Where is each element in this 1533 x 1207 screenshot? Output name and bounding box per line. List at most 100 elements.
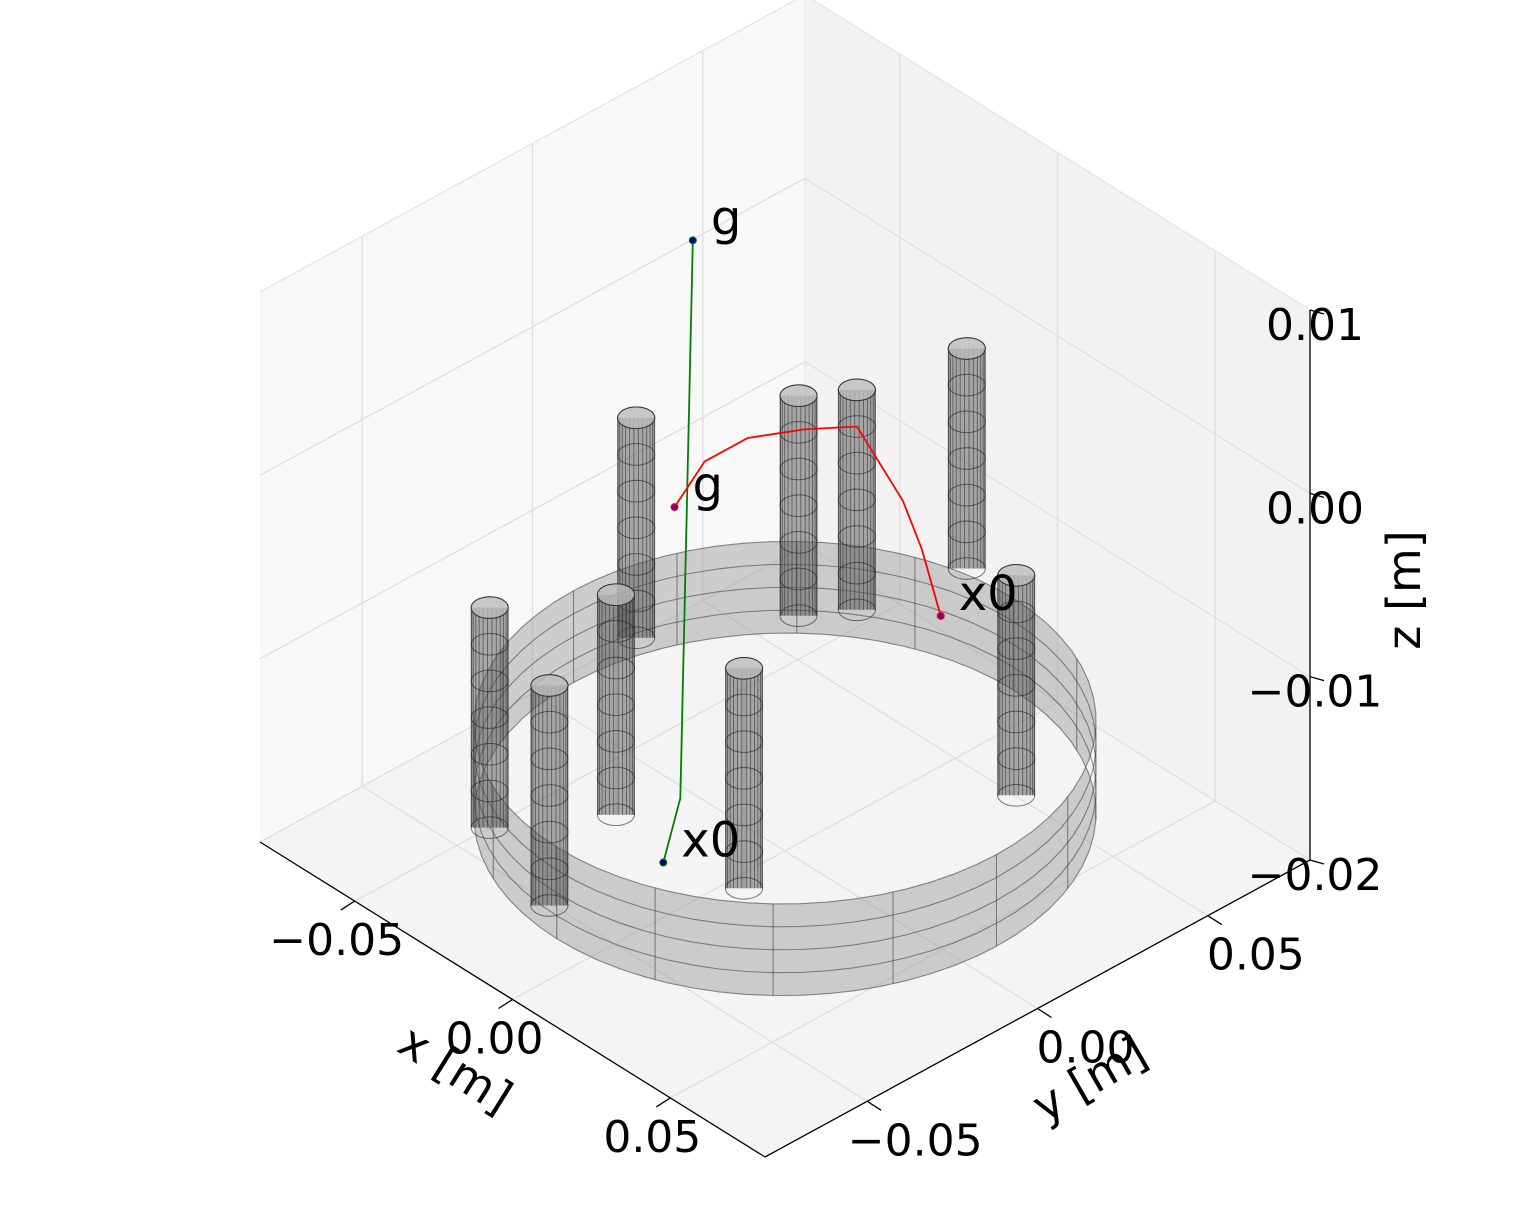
x-tick-mark	[498, 998, 513, 1010]
cylinder-ring	[724, 693, 764, 717]
cylinder-ring	[530, 784, 569, 807]
trajectories: x0 g x0 g	[659, 190, 1018, 869]
z-tick-label: −0.01	[1248, 667, 1383, 718]
cylinder-ring	[997, 747, 1036, 771]
cylinder-ring	[947, 373, 986, 397]
cylinder-ring	[997, 600, 1036, 624]
cylinder-ring	[947, 410, 986, 434]
cylinder-ring	[470, 706, 509, 729]
cylinder-cap	[837, 378, 876, 402]
cylinder-ring	[596, 729, 636, 753]
cylinder-cap	[724, 656, 764, 680]
cylinder-obstacle	[596, 583, 636, 827]
cylinder-body	[471, 607, 509, 828]
cylinder-ring	[530, 710, 569, 734]
z-tick-label: −0.02	[1248, 850, 1383, 901]
cylinder-ring	[470, 816, 509, 839]
cylinder-body	[530, 685, 568, 906]
y-tick-mark	[866, 1100, 882, 1111]
z-tick-mark	[1309, 859, 1325, 865]
trajectory: x0 g	[670, 425, 1018, 622]
cylinder-ring	[596, 619, 636, 643]
cylinder-ring	[530, 820, 569, 844]
cylinder-ring	[530, 747, 569, 771]
cylinder-ring	[530, 894, 569, 917]
cylinder-cap	[617, 406, 656, 430]
cylinder-ring	[837, 598, 876, 622]
x-tick-label: 0.05	[603, 1112, 701, 1163]
cylinder-ring	[596, 766, 636, 790]
cylinder-body	[725, 668, 763, 889]
cylinder-ring	[947, 520, 986, 544]
z-axis-label: z [m]	[1377, 530, 1431, 649]
z-tick-mark	[1309, 676, 1325, 682]
cylinder-ring	[997, 673, 1036, 697]
cylinder-ring	[530, 857, 569, 881]
cylinder-ring	[596, 693, 636, 717]
cylinder-ring	[947, 483, 986, 507]
cylinder-ring	[724, 876, 764, 900]
z-tick-mark	[1309, 492, 1325, 498]
cylinder-ring	[724, 730, 764, 753]
cylinder-obstacle	[470, 596, 509, 839]
cylinder-cap	[596, 583, 636, 607]
pane-top-edge	[259, 0, 1311, 311]
cylinder-ring	[837, 488, 876, 512]
cylinder-obstacle	[837, 378, 876, 622]
cylinder-ring	[779, 567, 818, 591]
y-tick-label: 0.00	[1037, 1023, 1135, 1074]
trajectory: x0 g	[659, 190, 741, 869]
x-tick-mark	[655, 1097, 671, 1108]
cylinder-ring	[470, 779, 509, 803]
y-tick-label: −0.05	[848, 1115, 983, 1166]
cylinder-ring	[617, 553, 656, 576]
start-label: x0	[681, 813, 740, 869]
cylinder-ring	[779, 420, 818, 444]
cylinder-ring	[724, 840, 764, 863]
cylinder-ring	[779, 457, 818, 481]
cylinder-body	[948, 348, 986, 569]
cylinder-ring	[779, 604, 818, 628]
cylinder-ring	[617, 516, 656, 540]
cylinder-body	[838, 389, 876, 610]
cylinder-ring	[470, 633, 509, 656]
cylinder-ring	[596, 803, 636, 827]
cylinder-cap	[530, 674, 569, 697]
cylinder-ring	[837, 415, 876, 438]
cylinder-body	[997, 575, 1035, 796]
x-tick-mark	[340, 900, 356, 911]
cylinder-ring	[617, 443, 656, 466]
x-tick-label: −0.05	[269, 915, 404, 966]
cylinder-ring	[724, 803, 764, 827]
cylinder-ring	[947, 447, 986, 470]
goal-label: g	[711, 190, 741, 246]
start-marker	[936, 611, 945, 620]
cylinder-ring	[596, 656, 636, 680]
cylinder-ring	[470, 743, 509, 766]
cylinder-body	[597, 594, 635, 815]
cylinder-ring	[779, 494, 818, 518]
cylinder-body	[617, 417, 655, 638]
cylinder-ring	[947, 557, 986, 580]
cylinder-ring	[997, 710, 1036, 734]
cylinder-ring	[837, 525, 876, 548]
y-tick-label: 0.05	[1207, 930, 1305, 981]
trajectory-line	[662, 240, 694, 863]
start-marker	[659, 858, 668, 867]
tick-labels: −0.05 0.00 0.05 −0.05 0.00 0.05 −0.02 −0.01 0.00…	[269, 300, 1382, 1166]
cylinder-body	[780, 395, 818, 616]
start-label: x0	[959, 566, 1018, 622]
cylinder-obstacle	[779, 384, 818, 628]
y-tick-mark	[1037, 1007, 1052, 1019]
cylinder-cap	[947, 337, 986, 360]
cylinder-cap	[779, 384, 818, 408]
goal-label: g	[693, 457, 723, 513]
z-tick-label: 0.01	[1266, 300, 1364, 351]
cylinder-cap	[997, 563, 1036, 587]
cylinder-ring	[837, 451, 876, 475]
z-tick-label: 0.00	[1266, 483, 1364, 534]
x-tick-label: 0.00	[446, 1014, 544, 1065]
goal-marker	[688, 236, 697, 245]
z-tick-mark	[1309, 309, 1325, 315]
